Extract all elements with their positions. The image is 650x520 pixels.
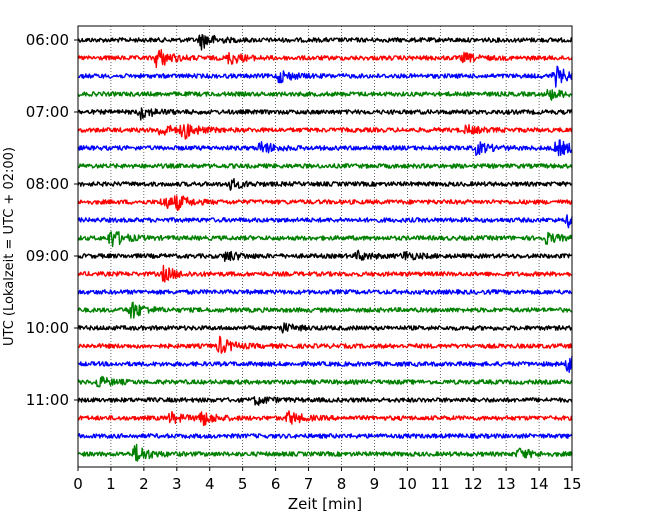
plot-frame: [77, 25, 573, 468]
y-axis-label: UTC (Lokalzeit = UTC + 02:00): [2, 147, 17, 346]
trace-0600: [77, 34, 572, 51]
trace-1045: [77, 375, 573, 388]
y-tick-label: 06:00: [26, 31, 69, 49]
x-tick-label: 9: [370, 475, 380, 493]
trace-0845: [77, 231, 573, 248]
trace-1100: [77, 396, 573, 406]
seismogram-traces: [77, 34, 573, 462]
x-tick-label: 8: [337, 475, 347, 493]
y-axis-ticks: 06:00 07:00 08:00 09:00 10:00 11:00: [26, 31, 78, 409]
x-axis-ticks: 0 1 2 3 4 5 6 7 8 9 10 11 12 13 14 15: [73, 467, 582, 493]
y-tick-label: 11:00: [26, 391, 69, 409]
trace-0945: [78, 301, 573, 319]
x-tick-label: 7: [304, 475, 314, 493]
trace-1130: [77, 433, 573, 439]
trace-1115: [77, 410, 573, 426]
y-tick-label: 10:00: [26, 319, 69, 337]
trace-0800: [77, 178, 573, 191]
y-tick-label: 08:00: [26, 175, 69, 193]
x-tick-label: 0: [73, 475, 83, 493]
x-tick-label: 12: [464, 475, 483, 493]
trace-0745: [77, 163, 573, 169]
trace-0630: [77, 65, 573, 88]
x-tick-label: 6: [271, 475, 281, 493]
y-tick-label: 07:00: [26, 103, 69, 121]
x-tick-label: 2: [139, 475, 149, 493]
trace-1015: [77, 335, 573, 354]
x-tick-label: 1: [106, 475, 116, 493]
x-axis-label: Zeit [min]: [288, 495, 362, 513]
trace-0715: [77, 123, 573, 140]
x-tick-label: 14: [530, 475, 549, 493]
x-tick-label: 13: [497, 475, 516, 493]
trace-0900: [77, 249, 573, 262]
trace-0915: [77, 264, 573, 283]
x-tick-label: 11: [431, 475, 450, 493]
x-tick-label: 10: [398, 475, 417, 493]
trace-0700: [77, 107, 573, 121]
y-tick-label: 09:00: [26, 247, 69, 265]
x-tick-label: 15: [562, 475, 581, 493]
x-tick-label: 4: [205, 475, 215, 493]
trace-0815: [77, 195, 573, 212]
trace-1145: [77, 443, 573, 462]
x-tick-label: 5: [238, 475, 248, 493]
trace-0930: [77, 289, 573, 295]
trace-0730: [77, 139, 573, 157]
trace-1030: [77, 356, 573, 373]
trace-0645: [77, 89, 573, 101]
trace-0830: [77, 214, 573, 229]
x-tick-label: 3: [172, 475, 182, 493]
trace-1000: [77, 322, 573, 334]
trace-0615: [77, 49, 573, 69]
